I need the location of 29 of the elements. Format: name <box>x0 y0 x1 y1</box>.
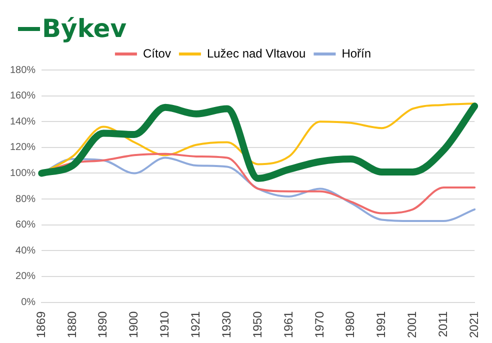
x-tick-label: 1991 <box>374 310 388 338</box>
legend-label: Cítov <box>142 46 171 60</box>
x-tick-label: 1970 <box>312 310 326 338</box>
x-tick-label: 1910 <box>158 310 172 338</box>
x-tick-label: 1900 <box>126 310 141 338</box>
x-tick-label: 1950 <box>250 310 264 338</box>
x-tick-label: 1890 <box>96 310 110 338</box>
x-tick-label: 2021 <box>466 310 481 338</box>
y-tick-label: 20% <box>16 271 36 282</box>
x-tick-label: 1921 <box>188 310 203 338</box>
x-tick-label: 2011 <box>436 310 450 338</box>
legend-label: Hořín <box>342 46 372 60</box>
y-tick-label: 0% <box>21 297 36 308</box>
x-tick-label: 2001 <box>405 310 420 338</box>
y-tick-label: 60% <box>16 220 36 231</box>
y-tick-label: 180% <box>10 64 36 76</box>
x-tick-label: 1930 <box>219 310 234 338</box>
y-tick-label: 40% <box>16 245 36 256</box>
legend-label: Býkev <box>42 14 127 43</box>
x-tick-label: 1961 <box>281 310 296 338</box>
x-tick-label: 1880 <box>64 310 79 338</box>
x-tick-label: 1980 <box>343 310 358 338</box>
y-tick-label: 100% <box>10 168 36 179</box>
y-tick-label: 160% <box>10 90 36 102</box>
x-tick-label: 1869 <box>34 310 48 338</box>
y-tick-label: 120% <box>10 142 36 154</box>
y-tick-label: 80% <box>16 194 36 205</box>
y-tick-label: 140% <box>10 116 36 128</box>
legend-label: Lužec nad Vltavou <box>206 46 306 60</box>
